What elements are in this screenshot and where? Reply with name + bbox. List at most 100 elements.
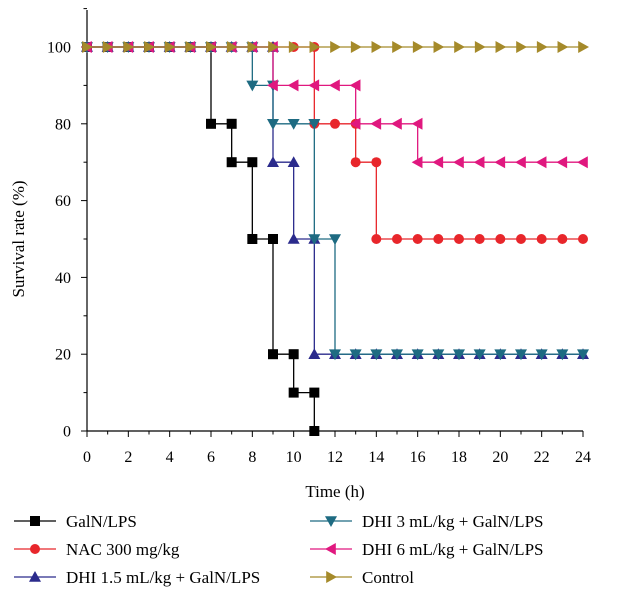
data-point bbox=[102, 41, 114, 53]
legend-label: DHI 3 mL/kg + GalN/LPS bbox=[362, 512, 543, 531]
data-point bbox=[247, 157, 258, 168]
data-point bbox=[206, 118, 216, 129]
series-line bbox=[87, 46, 315, 431]
data-point bbox=[370, 117, 382, 130]
data-point bbox=[412, 41, 424, 53]
data-point bbox=[247, 234, 258, 244]
data-point bbox=[226, 157, 237, 168]
data-point bbox=[433, 41, 445, 53]
data-point bbox=[349, 349, 362, 361]
data-point bbox=[371, 41, 383, 53]
data-point bbox=[474, 41, 486, 53]
data-point bbox=[535, 156, 547, 169]
data-point bbox=[164, 41, 176, 53]
data-point bbox=[123, 41, 135, 53]
x-tick-label: 6 bbox=[207, 449, 215, 466]
data-point bbox=[454, 41, 465, 53]
data-point bbox=[494, 349, 507, 361]
data-point bbox=[246, 80, 259, 92]
data-point bbox=[577, 156, 588, 169]
legend-item: NAC 300 mg/kg bbox=[14, 540, 180, 559]
data-point bbox=[82, 41, 93, 53]
x-tick-label: 22 bbox=[534, 449, 550, 466]
data-point bbox=[329, 79, 340, 92]
data-point bbox=[371, 234, 382, 244]
legend-item: DHI 6 mL/kg + GalN/LPS bbox=[310, 540, 543, 559]
series-5 bbox=[81, 41, 588, 169]
data-point bbox=[329, 234, 341, 245]
series-6 bbox=[82, 41, 589, 53]
data-point bbox=[515, 349, 527, 361]
y-tick-label: 80 bbox=[55, 116, 71, 133]
data-point bbox=[577, 349, 589, 361]
legend-marker bbox=[30, 516, 40, 526]
data-point bbox=[309, 426, 320, 436]
data-point bbox=[308, 348, 321, 359]
data-point bbox=[391, 349, 403, 361]
data-point bbox=[226, 41, 238, 53]
legend-marker bbox=[325, 516, 337, 527]
data-point bbox=[287, 79, 299, 92]
legend-label: DHI 6 mL/kg + GalN/LPS bbox=[362, 540, 543, 559]
data-point bbox=[536, 41, 548, 53]
data-point bbox=[350, 157, 361, 168]
legend-item: DHI 3 mL/kg + GalN/LPS bbox=[310, 512, 543, 531]
data-point bbox=[308, 234, 321, 245]
data-point bbox=[453, 349, 465, 361]
data-point bbox=[287, 233, 300, 244]
legend-label: Control bbox=[362, 568, 414, 587]
series-1 bbox=[82, 42, 320, 436]
data-point bbox=[329, 349, 341, 361]
x-tick-label: 16 bbox=[410, 449, 426, 466]
legend-label: NAC 300 mg/kg bbox=[66, 540, 180, 559]
legend-marker bbox=[30, 544, 40, 554]
data-point bbox=[432, 349, 445, 361]
data-point bbox=[288, 349, 299, 360]
data-point bbox=[516, 41, 527, 53]
legend-marker bbox=[29, 571, 41, 582]
data-point bbox=[392, 234, 402, 244]
data-point bbox=[206, 41, 217, 53]
data-point bbox=[515, 156, 526, 169]
data-point bbox=[287, 156, 300, 167]
data-point bbox=[288, 41, 300, 53]
data-point bbox=[556, 349, 569, 361]
y-tick-label: 40 bbox=[55, 270, 71, 287]
data-point bbox=[535, 349, 548, 361]
data-point bbox=[247, 41, 259, 53]
x-tick-label: 0 bbox=[83, 449, 91, 466]
data-point bbox=[349, 117, 361, 130]
data-point bbox=[308, 119, 321, 130]
data-point bbox=[516, 234, 526, 244]
data-point bbox=[268, 41, 279, 53]
legend: GalN/LPS NAC 300 mg/kg DHI 1.5 mL/kg + Gal… bbox=[14, 512, 543, 587]
legend-marker bbox=[325, 543, 336, 555]
x-tick-label: 2 bbox=[124, 449, 132, 466]
series-line bbox=[87, 46, 583, 355]
legend-item: DHI 1.5 mL/kg + GalN/LPS bbox=[14, 568, 260, 587]
series-layer bbox=[81, 41, 589, 436]
x-axis-label: Time (h) bbox=[305, 482, 364, 501]
legend-label: GalN/LPS bbox=[66, 512, 137, 531]
legend-marker bbox=[326, 571, 337, 583]
data-point bbox=[433, 234, 444, 244]
x-tick-label: 12 bbox=[327, 449, 343, 466]
data-point bbox=[144, 41, 155, 53]
data-point bbox=[268, 349, 278, 360]
data-point bbox=[536, 234, 547, 244]
y-axis-label: Survival rate (%) bbox=[9, 180, 28, 297]
data-point bbox=[391, 117, 402, 130]
legend-item: Control bbox=[310, 568, 414, 587]
data-point bbox=[454, 234, 464, 244]
data-point bbox=[578, 234, 588, 244]
data-point bbox=[495, 41, 507, 53]
data-point bbox=[473, 156, 485, 169]
data-point bbox=[494, 156, 506, 169]
data-point bbox=[370, 349, 383, 361]
x-tick-label: 8 bbox=[248, 449, 256, 466]
data-point bbox=[556, 156, 568, 169]
data-point bbox=[350, 41, 362, 53]
x-tick-label: 4 bbox=[166, 449, 174, 466]
x-tick-label: 10 bbox=[286, 449, 302, 466]
